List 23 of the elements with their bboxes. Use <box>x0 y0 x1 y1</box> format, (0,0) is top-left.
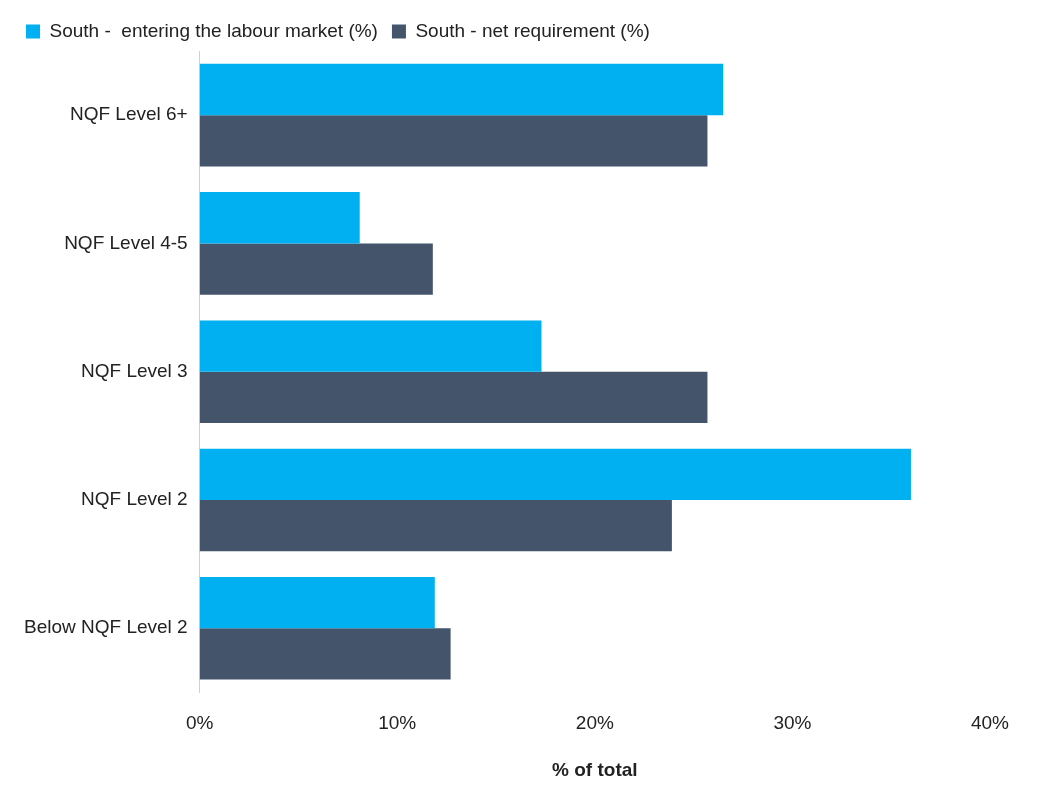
bar <box>199 448 911 500</box>
bar <box>199 576 435 629</box>
x-tick-label: 20% <box>575 712 614 734</box>
x-tick-label: 0% <box>185 712 214 734</box>
y-tick-label: NQF Level 6+ <box>69 103 188 125</box>
legend-label: South - entering the labour market (%) <box>49 19 378 41</box>
bar <box>199 243 433 295</box>
y-tick-label: Below NQF Level 2 <box>23 616 188 638</box>
y-tick-label: NQF Level 4-5 <box>64 231 188 253</box>
bar <box>199 192 360 244</box>
bar <box>199 63 724 116</box>
y-tick-label: NQF Level 2 <box>81 488 188 510</box>
bar <box>199 371 708 424</box>
bar <box>199 628 451 680</box>
bar <box>199 499 672 552</box>
bar <box>199 320 542 372</box>
x-axis-title: % of total <box>552 758 638 780</box>
x-tick-label: 30% <box>773 712 812 734</box>
y-tick-label: NQF Level 3 <box>81 359 188 381</box>
x-tick-label: 40% <box>970 712 1010 734</box>
x-tick-label: 10% <box>378 712 417 734</box>
legend-label: South - net requirement (%) <box>415 19 650 41</box>
bar <box>199 115 708 167</box>
